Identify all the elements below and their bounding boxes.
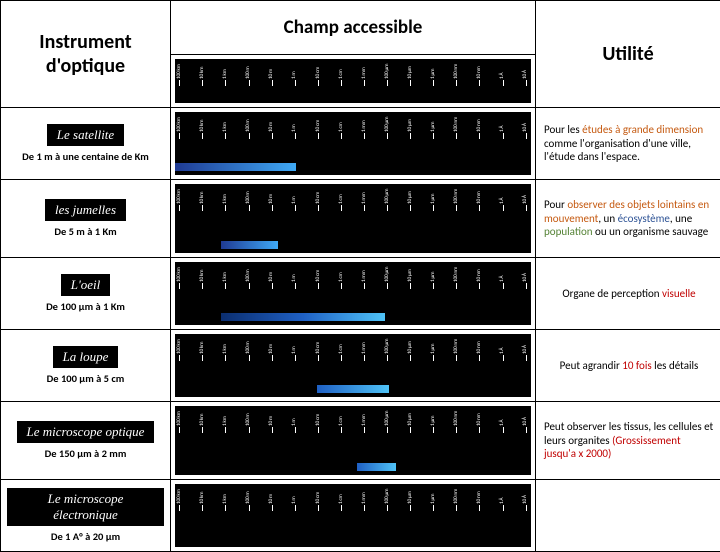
instrument-range: De 1 A° à 20 μm bbox=[7, 530, 164, 543]
header-utilite: Utilité bbox=[536, 1, 720, 108]
utility-cell: Peut observer les tissus, les cellules e… bbox=[536, 402, 720, 480]
header-ruler-cell: 100 km10 km1 km100 m10 m1 m10 cm1 cm1 mm… bbox=[171, 55, 536, 108]
instrument-range: De 100 μm à 1 Km bbox=[7, 300, 164, 313]
optics-table: Instrument d'optiqueChamp accessibleUtil… bbox=[0, 0, 720, 552]
utility-cell: Pour les études à grande dimension comme… bbox=[536, 108, 720, 180]
instrument-name: Le microscope électronique bbox=[7, 488, 164, 526]
instrument-range: De 5 m à 1 Km bbox=[7, 225, 164, 238]
instrument-name: les jumelles bbox=[45, 199, 126, 221]
scale-ruler: 100 km10 km1 km100 m10 m1 m10 cm1 cm1 mm… bbox=[175, 484, 531, 547]
instrument-name: L'oeil bbox=[61, 274, 111, 296]
instrument-name: La loupe bbox=[53, 346, 119, 368]
utility-cell bbox=[536, 480, 720, 552]
utility-cell: Organe de perception visuelle bbox=[536, 258, 720, 330]
header-champ: Champ accessible bbox=[171, 1, 536, 55]
scale-ruler: 100 km10 km1 km100 m10 m1 m10 cm1 cm1 mm… bbox=[175, 184, 531, 253]
instrument-range: De 100 μm à 5 cm bbox=[7, 372, 164, 385]
ruler-cell: 100 km10 km1 km100 m10 m1 m10 cm1 cm1 mm… bbox=[171, 402, 536, 480]
utility-cell: Peut agrandir 10 fois les détails bbox=[536, 330, 720, 402]
scale-ruler: 100 km10 km1 km100 m10 m1 m10 cm1 cm1 mm… bbox=[175, 262, 531, 325]
instrument-cell: La loupe De 100 μm à 5 cm bbox=[1, 330, 171, 402]
header-instrument: Instrument d'optique bbox=[1, 1, 171, 108]
ruler-cell: 100 km10 km1 km100 m10 m1 m10 cm1 cm1 mm… bbox=[171, 180, 536, 258]
scale-ruler: 100 km10 km1 km100 m10 m1 m10 cm1 cm1 mm… bbox=[175, 406, 531, 475]
ruler-cell: 100 km10 km1 km100 m10 m1 m10 cm1 cm1 mm… bbox=[171, 108, 536, 180]
ruler-cell: 100 km10 km1 km100 m10 m1 m10 cm1 cm1 mm… bbox=[171, 330, 536, 402]
ruler-cell: 100 km10 km1 km100 m10 m1 m10 cm1 cm1 mm… bbox=[171, 258, 536, 330]
scale-ruler: 100 km10 km1 km100 m10 m1 m10 cm1 cm1 mm… bbox=[175, 334, 531, 397]
instrument-name: Le satellite bbox=[47, 124, 124, 146]
instrument-range: De 150 μm à 2 mm bbox=[7, 447, 164, 460]
scale-ruler: 100 km10 km1 km100 m10 m1 m10 cm1 cm1 mm… bbox=[175, 59, 531, 103]
instrument-cell: les jumelles De 5 m à 1 Km bbox=[1, 180, 171, 258]
instrument-name: Le microscope optique bbox=[17, 421, 155, 443]
utility-cell: Pour observer des objets lointains en mo… bbox=[536, 180, 720, 258]
ruler-cell: 100 km10 km1 km100 m10 m1 m10 cm1 cm1 mm… bbox=[171, 480, 536, 552]
instrument-cell: L'oeil De 100 μm à 1 Km bbox=[1, 258, 171, 330]
instrument-cell: Le microscope électronique De 1 A° à 20 μ… bbox=[1, 480, 171, 552]
instrument-cell: Le microscope optique De 150 μm à 2 mm bbox=[1, 402, 171, 480]
scale-ruler: 100 km10 km1 km100 m10 m1 m10 cm1 cm1 mm… bbox=[175, 112, 531, 175]
instrument-range: De 1 m à une centaine de Km bbox=[7, 150, 164, 163]
instrument-cell: Le satellite De 1 m à une centaine de Km bbox=[1, 108, 171, 180]
